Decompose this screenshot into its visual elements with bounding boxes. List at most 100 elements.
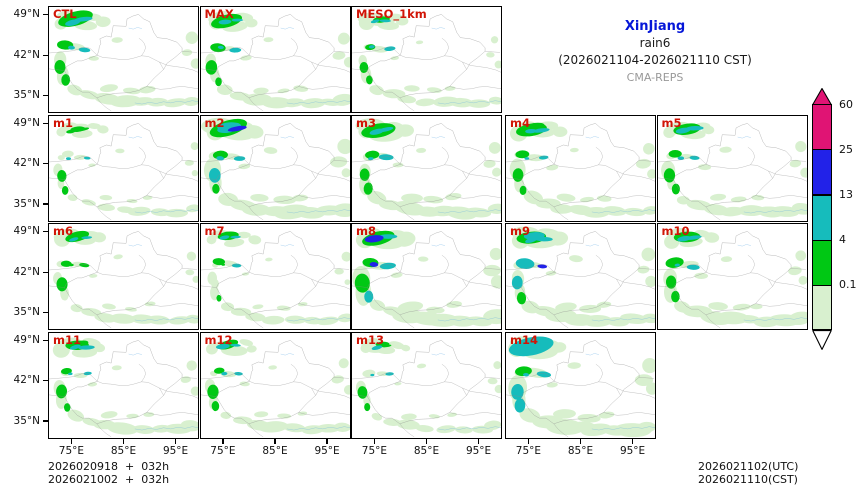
x-axis-tick-label: 75°E (361, 444, 388, 457)
y-axis-tick-label: 49°N (13, 225, 40, 238)
panel-label: CTL (53, 7, 77, 21)
y-tick-mark (43, 94, 48, 97)
map-panel-m14[interactable]: m14 (505, 331, 656, 439)
colorbar-under-arrow (812, 330, 832, 350)
x-axis-tick-label: 95°E (314, 444, 340, 457)
colorbar-tick-label: 13 (839, 187, 853, 201)
y-axis-tick-label: 49°N (13, 8, 40, 21)
y-axis-tick-label: 42°N (13, 157, 40, 170)
map-panel-m2[interactable]: m2 (199, 114, 351, 222)
x-axis-tick-label: 85°E (110, 444, 137, 457)
x-tick-mark (122, 438, 125, 444)
panel-label: MAX (204, 7, 234, 21)
map-panel-meso_1km[interactable]: MESO_1km (351, 6, 502, 113)
y-tick-mark (43, 231, 48, 233)
y-axis-tick-label: 35°N (13, 197, 40, 210)
map-panel-ctl[interactable]: CTL (48, 6, 199, 113)
y-axis-tick-label: 42°N (13, 374, 40, 387)
x-tick-mark (579, 438, 582, 444)
map-panel-m9[interactable]: m9 (505, 223, 656, 330)
panel-label: m9 (510, 224, 530, 238)
x-axis-tick-label: 75°E (210, 444, 236, 457)
panel-label: m5 (661, 115, 682, 130)
y-tick-mark (43, 380, 48, 382)
y-tick-mark (43, 339, 48, 341)
y-axis-tick-label: 35°N (13, 414, 40, 427)
chart-title-source: CMA-REPS (626, 71, 684, 84)
x-axis-tick-label: 75°E (515, 444, 542, 457)
map-panel-m6[interactable]: m6 (48, 223, 199, 330)
panel-label: m2 (204, 115, 225, 130)
map-panel-m8[interactable]: m8 (351, 223, 502, 330)
footer-right-line1: 2026021102(UTC) (698, 460, 799, 473)
colorbar-divider (812, 284, 832, 286)
colorbar[interactable] (812, 104, 832, 330)
map-panel-m7[interactable]: m7 (199, 223, 351, 330)
x-axis-tick-label: 85°E (413, 444, 440, 457)
footer-right-line2: 2026021110(CST) (698, 473, 798, 486)
colorbar-tick-label: 60 (839, 97, 853, 111)
map-panel-m4[interactable]: m4 (505, 114, 656, 222)
x-tick-mark (222, 438, 224, 444)
y-tick-mark (43, 122, 48, 124)
x-axis-tick-label: 75°E (58, 444, 85, 457)
x-axis-tick-label: 95°E (162, 444, 189, 457)
map-panel-m11[interactable]: m11 (48, 331, 199, 439)
map-panel-m12[interactable]: m12 (199, 331, 351, 439)
y-axis-tick-label: 49°N (13, 116, 40, 129)
x-tick-mark (274, 438, 276, 444)
colorbar-divider (812, 239, 832, 241)
y-tick-mark (43, 163, 48, 165)
colorbar-band (812, 284, 832, 330)
x-tick-mark (425, 438, 428, 444)
panel-label: MESO_1km (356, 7, 427, 21)
x-tick-mark (326, 438, 328, 444)
panel-label: m4 (510, 115, 530, 130)
x-tick-mark (174, 438, 177, 444)
y-axis-tick-label: 35°N (13, 306, 40, 319)
colorbar-band (812, 239, 832, 285)
panel-label: m13 (356, 332, 384, 347)
colorbar-divider (812, 194, 832, 196)
y-axis-tick-label: 42°N (13, 48, 40, 61)
x-axis-tick-label: 85°E (567, 444, 594, 457)
footer-left-line2: 2026021002 + 032h (48, 473, 170, 486)
colorbar-tick-label: 4 (839, 233, 846, 247)
panel-label: m7 (204, 224, 225, 238)
colorbar-over-arrow (812, 87, 832, 106)
colorbar-band (812, 149, 832, 195)
y-tick-mark (43, 420, 48, 422)
colorbar-tick-label: 25 (839, 142, 853, 156)
chart-title-region: XinJiang (624, 19, 686, 34)
y-axis-tick-label: 49°N (13, 333, 40, 346)
x-tick-mark (373, 438, 376, 444)
map-panel-m13[interactable]: m13 (351, 331, 502, 439)
y-tick-mark (43, 203, 48, 205)
y-axis-tick-label: 35°N (13, 89, 40, 102)
x-axis-tick-label: 85°E (262, 444, 288, 457)
colorbar-band (812, 104, 832, 150)
map-panel-m1[interactable]: m1 (48, 114, 199, 222)
panel-label: m1 (53, 115, 73, 130)
y-axis-tick-label: 42°N (13, 265, 40, 278)
panel-label: m11 (53, 332, 81, 347)
x-tick-mark (631, 438, 634, 444)
panel-label: m8 (356, 224, 376, 238)
title-block: XinJiang rain6 (2026021104-2026021110 CST)… (505, 18, 805, 86)
panel-label: m10 (661, 224, 690, 238)
colorbar-divider (812, 328, 832, 330)
panel-label: m3 (356, 115, 376, 130)
x-axis-tick-label: 95°E (465, 444, 492, 457)
footer-left-line1: 2026020918 + 032h (48, 460, 170, 473)
map-panel-m10[interactable]: m10 (656, 223, 808, 330)
panel-label: m6 (53, 224, 73, 238)
colorbar-tick-label: 0.1 (839, 278, 857, 292)
map-panel-m5[interactable]: m5 (656, 114, 808, 222)
y-tick-mark (43, 271, 48, 273)
x-axis-tick-label: 95°E (619, 444, 646, 457)
chart-title-variable: rain6 (639, 36, 671, 50)
y-tick-mark (43, 14, 48, 16)
y-tick-mark (43, 311, 48, 314)
map-panel-max[interactable]: MAX (199, 6, 351, 113)
map-panel-m3[interactable]: m3 (351, 114, 502, 222)
